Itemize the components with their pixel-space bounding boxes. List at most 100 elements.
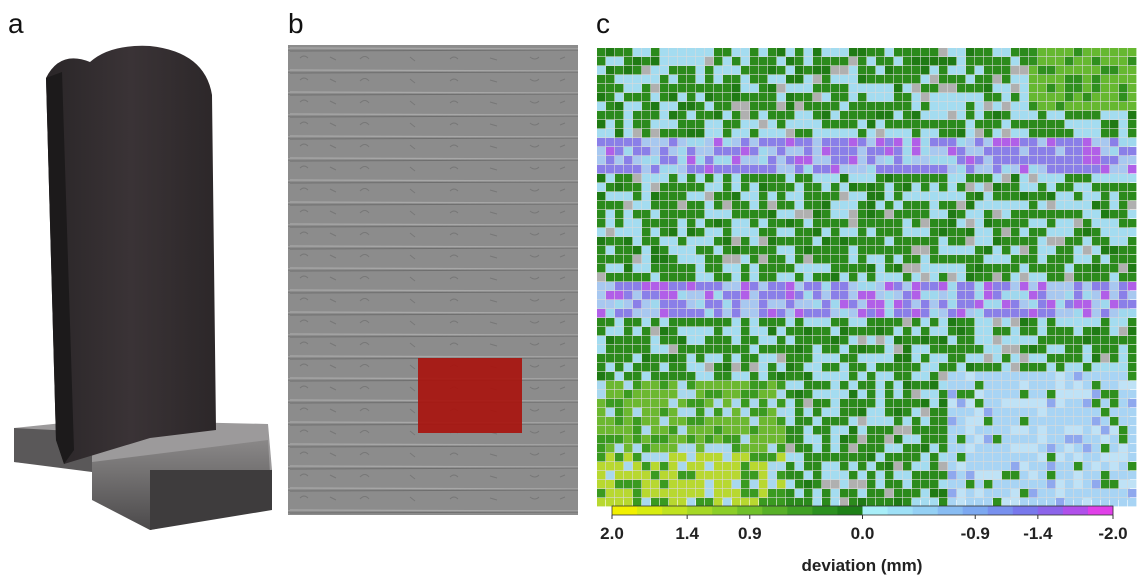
map-cell	[1083, 237, 1091, 245]
map-cell	[1011, 399, 1019, 407]
map-cell	[687, 192, 695, 200]
map-cell	[651, 363, 659, 371]
map-cell	[921, 75, 929, 83]
map-cell	[606, 138, 614, 146]
map-cell	[642, 237, 650, 245]
map-cell	[912, 273, 920, 281]
map-cell	[975, 345, 983, 353]
map-cell	[1110, 201, 1118, 209]
map-cell	[741, 390, 749, 398]
map-cell	[615, 237, 623, 245]
map-cell	[1092, 471, 1100, 479]
map-cell	[939, 165, 947, 173]
map-cell	[993, 48, 1001, 56]
map-cell	[849, 444, 857, 452]
map-cell	[921, 183, 929, 191]
map-cell	[732, 363, 740, 371]
map-cell	[687, 102, 695, 110]
map-cell	[876, 48, 884, 56]
map-cell	[597, 174, 605, 182]
map-cell	[750, 219, 758, 227]
map-cell	[1110, 264, 1118, 272]
map-cell	[1074, 255, 1082, 263]
map-cell	[768, 336, 776, 344]
map-cell	[678, 318, 686, 326]
map-cell	[849, 183, 857, 191]
map-cell	[804, 264, 812, 272]
map-cell	[885, 165, 893, 173]
map-cell	[696, 246, 704, 254]
map-cell	[921, 426, 929, 434]
map-cell	[786, 255, 794, 263]
panel-label: c	[596, 8, 610, 39]
map-cell	[732, 300, 740, 308]
map-cell	[984, 192, 992, 200]
map-cell	[984, 228, 992, 236]
map-cell	[894, 129, 902, 137]
map-cell	[993, 264, 1001, 272]
map-cell	[669, 219, 677, 227]
map-cell	[669, 147, 677, 155]
map-cell	[705, 480, 713, 488]
map-cell	[624, 318, 632, 326]
map-cell	[1128, 93, 1136, 101]
map-cell	[777, 372, 785, 380]
map-cell	[867, 246, 875, 254]
map-cell	[606, 318, 614, 326]
map-cell	[948, 372, 956, 380]
map-cell	[606, 336, 614, 344]
map-cell	[678, 354, 686, 362]
map-cell	[714, 345, 722, 353]
map-cell	[615, 435, 623, 443]
map-cell	[1011, 210, 1019, 218]
map-cell	[1056, 399, 1064, 407]
map-cell	[894, 84, 902, 92]
map-cell	[678, 327, 686, 335]
map-cell	[1119, 138, 1127, 146]
map-cell	[957, 498, 965, 506]
map-cell	[732, 57, 740, 65]
map-cell	[642, 84, 650, 92]
map-cell	[732, 453, 740, 461]
map-cell	[1065, 282, 1073, 290]
map-cell	[804, 498, 812, 506]
map-cell	[786, 444, 794, 452]
map-cell	[759, 435, 767, 443]
map-cell	[894, 309, 902, 317]
map-cell	[678, 120, 686, 128]
map-cell	[1065, 228, 1073, 236]
map-cell	[786, 426, 794, 434]
map-cell	[831, 183, 839, 191]
map-cell	[966, 435, 974, 443]
map-cell	[660, 57, 668, 65]
map-cell	[867, 390, 875, 398]
map-cell	[741, 174, 749, 182]
map-cell	[912, 156, 920, 164]
map-cell	[705, 165, 713, 173]
map-cell	[957, 102, 965, 110]
map-cell	[840, 183, 848, 191]
map-cell	[1020, 183, 1028, 191]
map-cell	[975, 318, 983, 326]
map-cell	[705, 147, 713, 155]
map-cell	[1029, 282, 1037, 290]
map-cell	[597, 399, 605, 407]
map-cell	[1128, 201, 1136, 209]
map-cell	[912, 192, 920, 200]
map-cell	[849, 489, 857, 497]
map-cell	[858, 390, 866, 398]
map-cell	[651, 66, 659, 74]
map-cell	[1092, 201, 1100, 209]
map-cell	[939, 264, 947, 272]
map-cell	[669, 102, 677, 110]
map-cell	[1002, 84, 1010, 92]
map-cell	[1065, 426, 1073, 434]
map-cell	[1110, 399, 1118, 407]
map-cell	[1092, 408, 1100, 416]
map-cell	[795, 84, 803, 92]
map-cell	[651, 84, 659, 92]
map-cell	[642, 300, 650, 308]
map-cell	[813, 57, 821, 65]
map-cell	[903, 75, 911, 83]
map-cell	[786, 318, 794, 326]
